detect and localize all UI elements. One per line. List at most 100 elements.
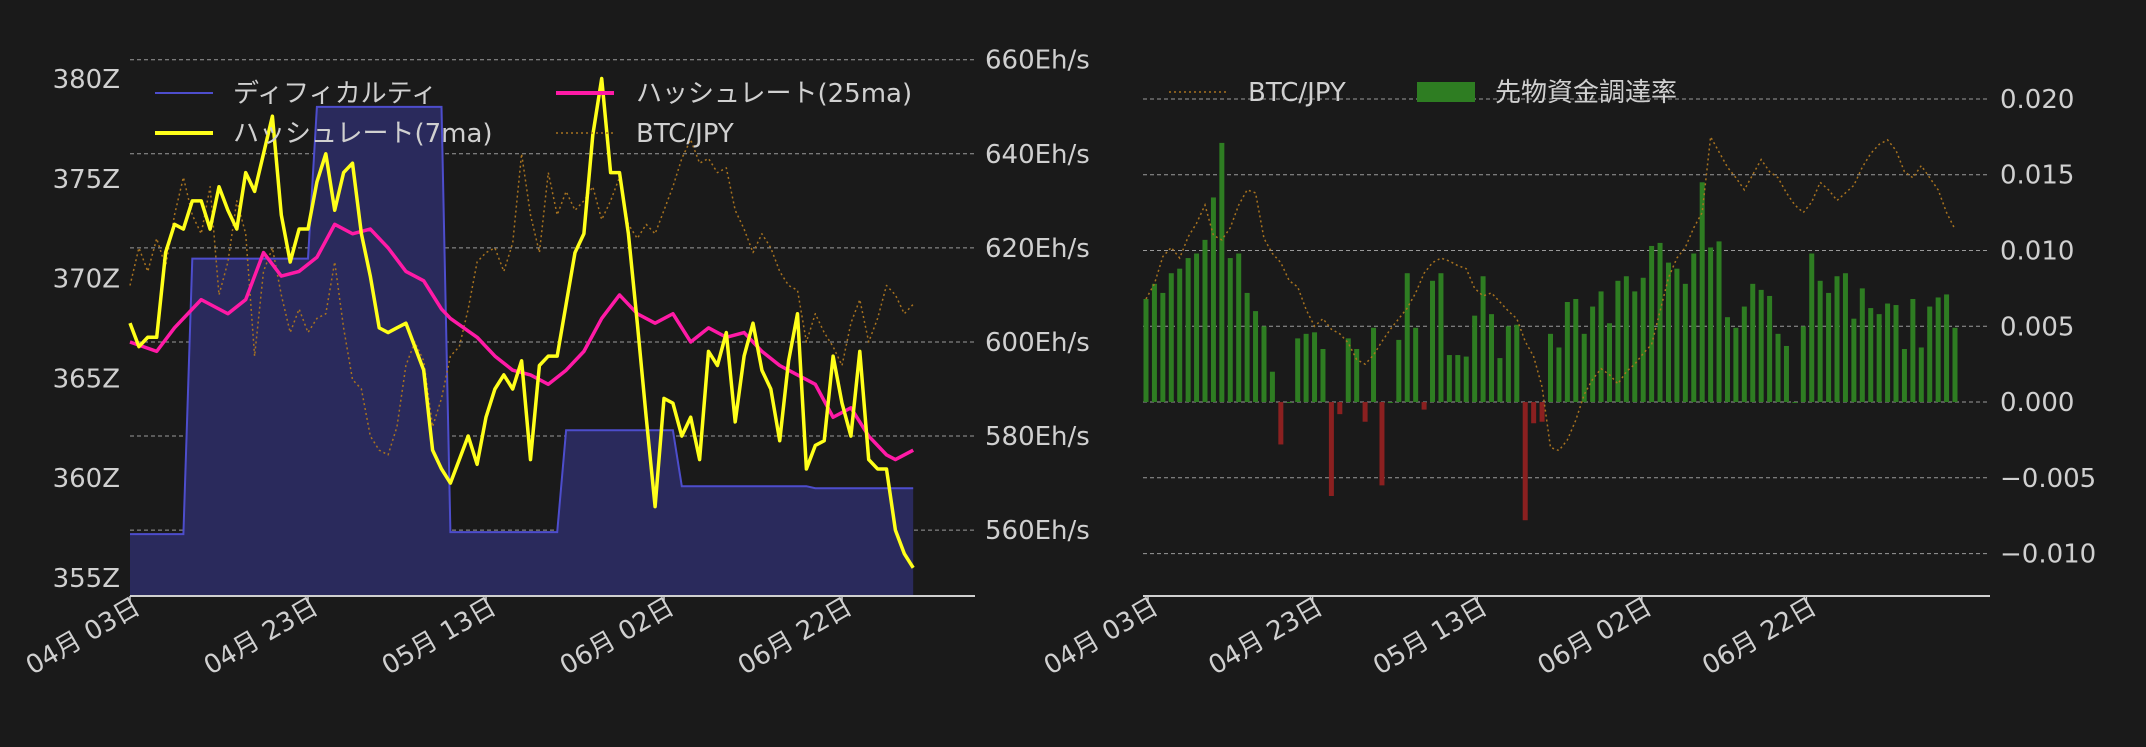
funding-rate-bar	[1910, 298, 1916, 403]
y-tick-label-funding: 0.015	[2000, 161, 2074, 191]
funding-rate-bar	[1699, 182, 1705, 403]
funding-rate-bar	[1590, 306, 1596, 403]
funding-rate-bar	[1640, 277, 1646, 403]
left-legend: ディフィカルティ ハッシュレート(7ma) ハッシュレート(25ma) BTC/…	[155, 79, 912, 149]
funding-rate-bar	[1177, 268, 1183, 403]
funding-rate-bar	[1514, 324, 1520, 403]
y-tick-label-hashrate: 560Eh/s	[985, 516, 1090, 546]
y-tick-label-difficulty: 355Z	[53, 564, 120, 594]
right-gridlines	[1143, 98, 1990, 555]
funding-rate-bar	[1623, 276, 1629, 403]
funding-rate-bar	[1708, 247, 1714, 403]
funding-rate-bar	[1168, 273, 1174, 403]
funding-rate-bar	[1160, 292, 1166, 403]
funding-rate-bar	[1927, 306, 1933, 403]
funding-rate-bar	[1337, 402, 1343, 415]
funding-rate-bar	[1733, 327, 1739, 403]
legend-label-funding-rate: 先物資金調達率	[1495, 78, 1677, 108]
funding-rate-bar	[1573, 298, 1579, 403]
funding-rate-bar	[1606, 323, 1612, 403]
funding-rate-bar	[1227, 258, 1233, 403]
funding-rate-bar	[1497, 358, 1503, 403]
funding-rate-bar	[1893, 305, 1899, 403]
funding-rate-bar	[1438, 273, 1444, 403]
funding-rate-bar	[1404, 273, 1410, 403]
y-tick-label-hashrate: 620Eh/s	[985, 234, 1090, 264]
funding-rate-bar	[1901, 348, 1907, 403]
funding-rate-bar	[1783, 345, 1789, 403]
funding-rate-bar	[1868, 308, 1874, 403]
legend-label-hashrate-25ma: ハッシュレート(25ma)	[636, 79, 912, 109]
funding-rate-bar	[1253, 311, 1259, 403]
funding-rate-bar	[1716, 241, 1722, 403]
left-y-axis-difficulty: 355Z 360Z 365Z 370Z 375Z 380Z	[53, 65, 120, 594]
funding-rate-bar	[1665, 262, 1671, 403]
funding-rate-bar	[1935, 297, 1941, 403]
y-tick-label-funding: 0.010	[2000, 236, 2074, 266]
funding-rate-bar	[1430, 280, 1436, 403]
legend-label-btc-jpy: BTC/JPY	[636, 119, 734, 149]
funding-rate-bar	[1758, 289, 1764, 403]
funding-rate-bar	[1885, 303, 1891, 403]
y-tick-label-difficulty: 370Z	[53, 265, 120, 295]
funding-rate-bar	[1463, 356, 1469, 403]
funding-rate-bar	[1775, 333, 1781, 403]
funding-rate-bar	[1548, 333, 1553, 403]
y-tick-label-funding: −0.005	[2000, 464, 2096, 494]
funding-rate-bar	[1480, 276, 1486, 403]
funding-rate-bar	[1202, 239, 1208, 403]
legend-label-difficulty: ディフィカルティ	[233, 79, 437, 109]
funding-rate-y-axis: −0.010 −0.005 0.000 0.005 0.010 0.015 0.020	[2000, 85, 2096, 570]
funding-rate-bar	[1244, 292, 1250, 403]
funding-rate-bar	[1674, 268, 1680, 403]
funding-rate-bar	[1918, 347, 1924, 403]
right-y-axis-hashrate: 560Eh/s 580Eh/s 600Eh/s 620Eh/s 640Eh/s 660Eh…	[985, 46, 1090, 546]
funding-rate-bar	[1691, 253, 1697, 403]
funding-rate-bar	[1295, 338, 1301, 403]
hashrate-7ma-line	[128, 76, 915, 569]
funding-rate-bar	[1809, 253, 1815, 403]
funding-rate-bar	[1261, 326, 1267, 403]
y-tick-label-funding: 0.005	[2000, 312, 2074, 342]
funding-rate-bar	[1185, 258, 1191, 403]
funding-rate-bar	[1455, 355, 1461, 403]
funding-rate-bar	[1817, 280, 1823, 403]
funding-rate-bar	[1151, 283, 1157, 403]
funding-rate-bar	[1194, 253, 1200, 403]
funding-rate-bar	[1328, 402, 1334, 496]
y-tick-label-funding: 0.000	[2000, 388, 2074, 418]
funding-rate-bar	[1210, 197, 1216, 403]
funding-rate-bar	[1581, 333, 1587, 403]
funding-rate-bar	[1505, 326, 1511, 403]
difficulty-area	[130, 106, 914, 597]
funding-rate-bar	[1303, 333, 1309, 403]
funding-rate-bar	[1531, 402, 1537, 424]
right-legend: BTC/JPY 先物資金調達率	[1169, 78, 1677, 108]
funding-rate-bar	[1345, 338, 1351, 403]
funding-rate-bar	[1859, 288, 1865, 403]
funding-rate-bar	[1767, 295, 1773, 403]
funding-rate-bar	[1564, 302, 1570, 403]
funding-rate-bar	[1387, 402, 1393, 404]
legend-swatch-funding-rate	[1417, 82, 1475, 102]
y-tick-label-hashrate: 640Eh/s	[985, 140, 1090, 170]
funding-rate-bar	[1556, 347, 1562, 403]
difficulty-series	[130, 105, 914, 597]
funding-rate-bar	[1842, 273, 1848, 403]
funding-rate-bar	[1278, 402, 1284, 445]
funding-rate-bar	[1750, 283, 1756, 403]
funding-rate-bar	[1286, 402, 1292, 404]
funding-rate-bar	[1269, 371, 1275, 403]
funding-rate-bar	[1396, 339, 1402, 403]
funding-rate-bar	[1489, 314, 1495, 403]
funding-rate-bar	[1741, 306, 1747, 403]
funding-rate-bar	[1472, 315, 1478, 403]
funding-rate-bar	[1539, 402, 1545, 422]
funding-rate-bar	[1522, 402, 1528, 521]
funding-rate-bar	[1851, 318, 1857, 403]
funding-rate-bar	[1354, 348, 1360, 403]
funding-rate-bar	[1371, 327, 1377, 403]
y-tick-label-difficulty: 380Z	[53, 65, 120, 95]
funding-rate-bar	[1143, 298, 1149, 403]
